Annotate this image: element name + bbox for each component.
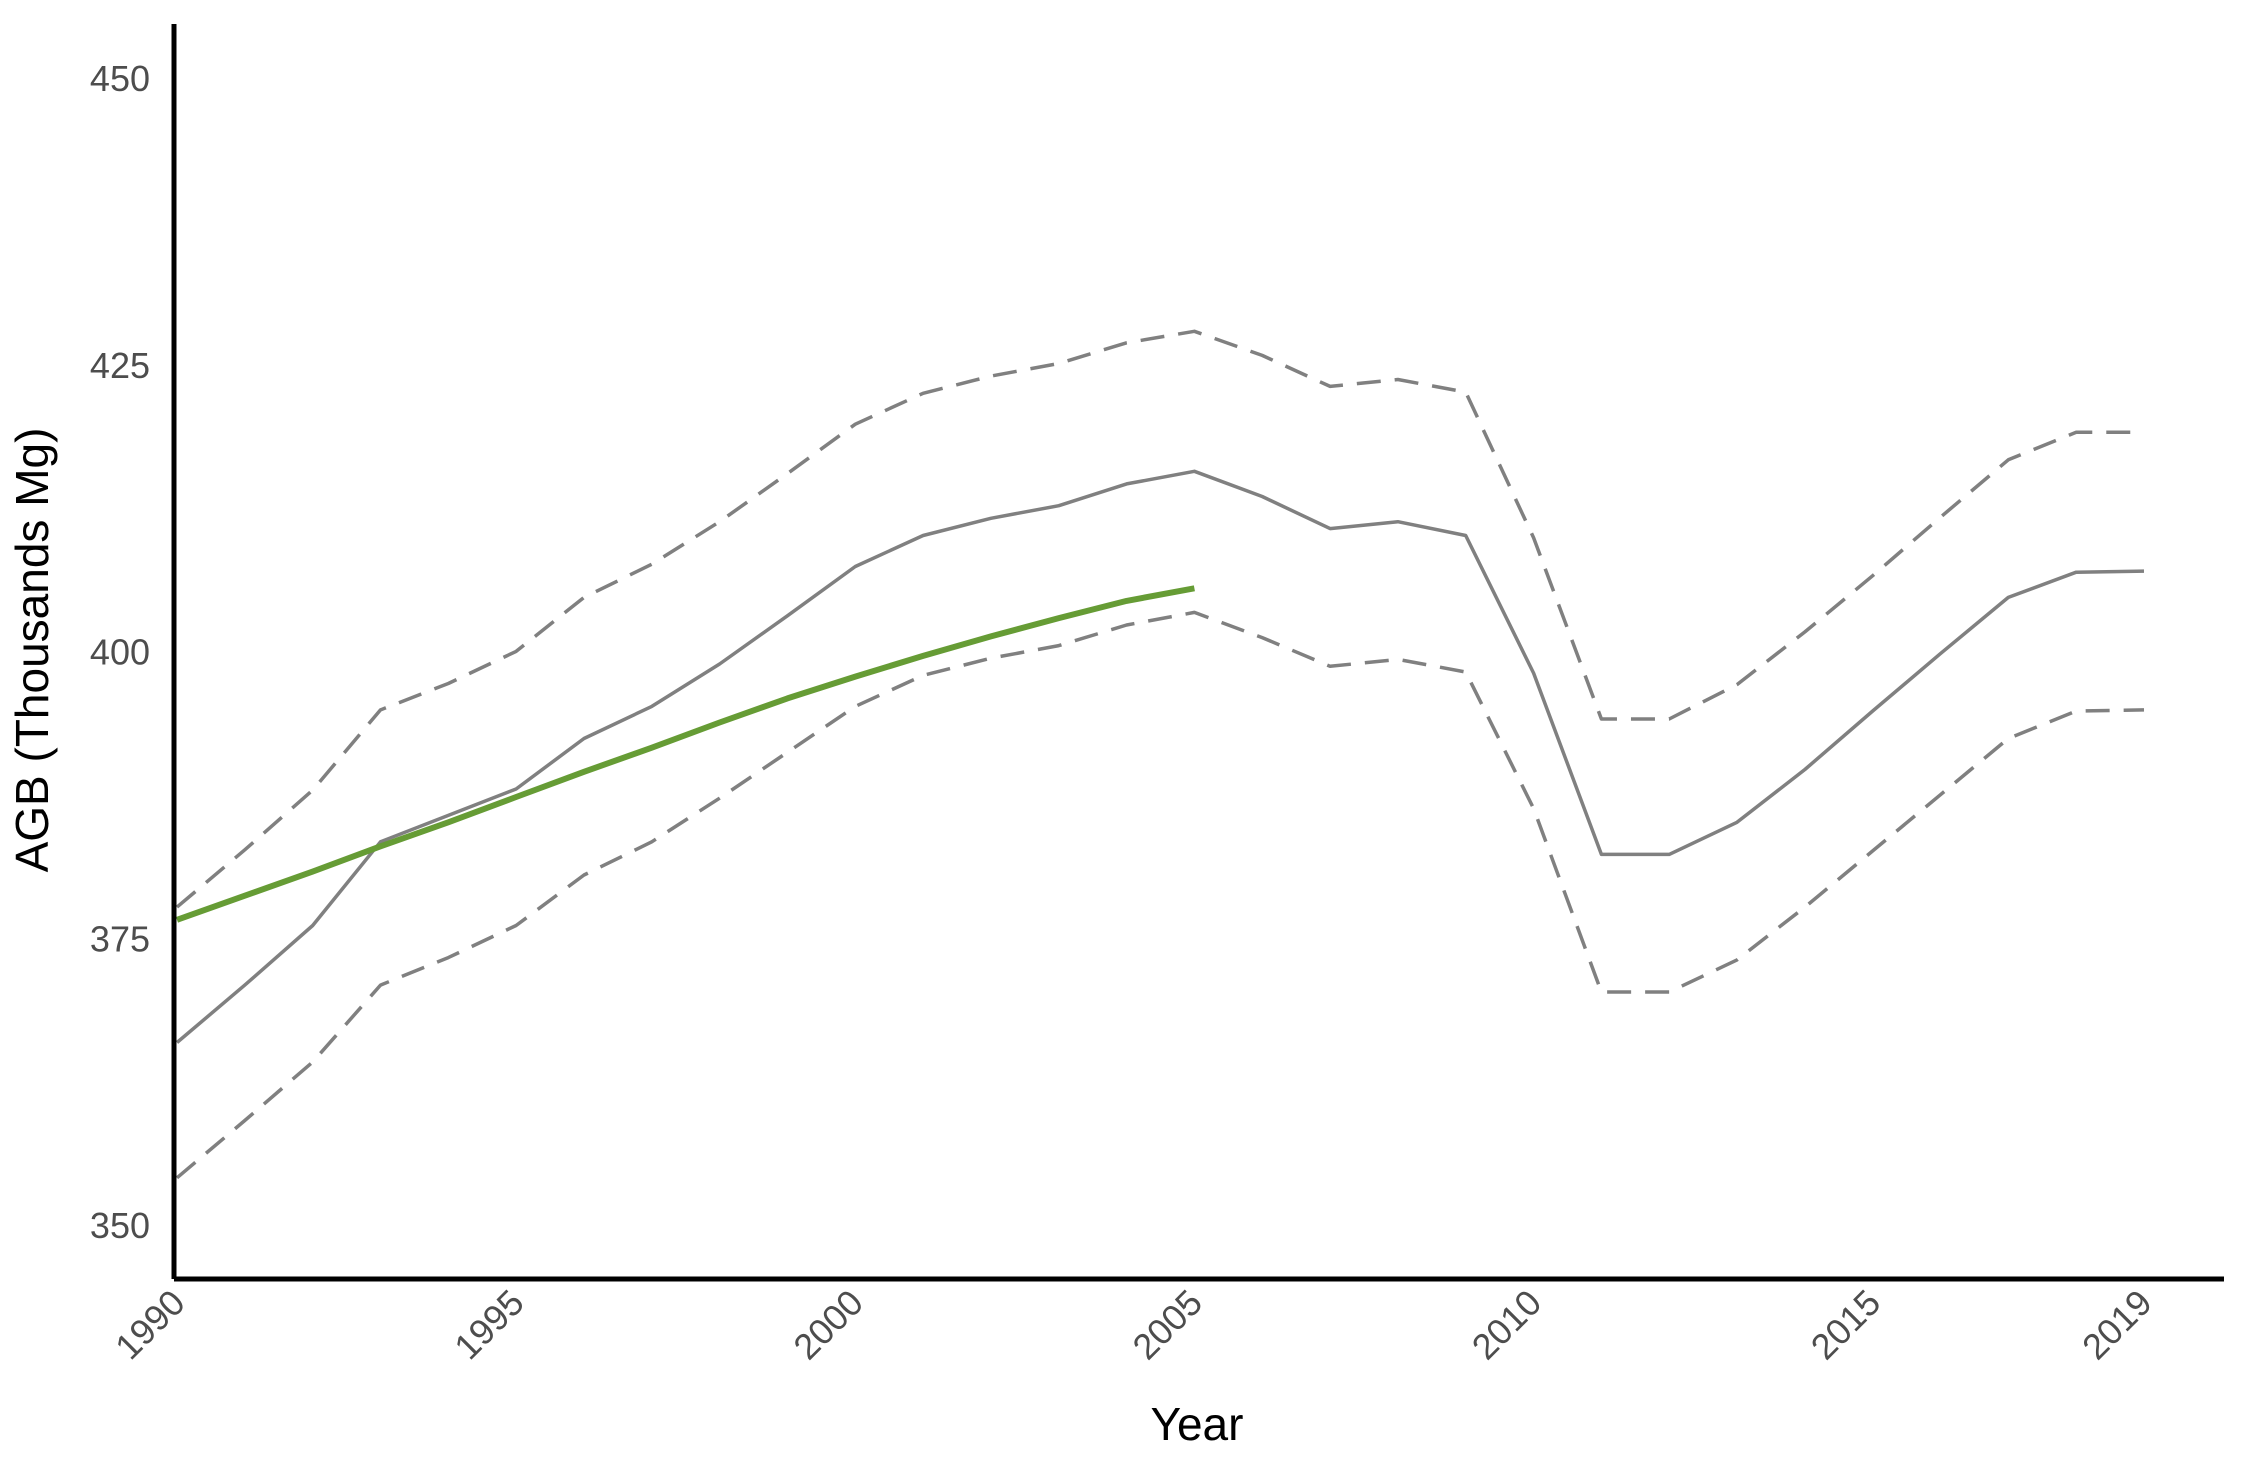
x-tick-label: 1990 bbox=[107, 1282, 193, 1368]
x-tick-label: 2000 bbox=[785, 1282, 871, 1368]
y-tick-label: 425 bbox=[90, 345, 150, 386]
y-tick-label: 375 bbox=[90, 918, 150, 959]
lower-bound-line bbox=[175, 610, 2145, 1180]
upper-bound-line bbox=[175, 329, 2144, 909]
x-axis-title: Year bbox=[1151, 1398, 1244, 1450]
x-tick-label: 1995 bbox=[446, 1282, 532, 1368]
y-tick-label: 450 bbox=[90, 58, 150, 99]
x-tick-label: 2015 bbox=[1803, 1282, 1889, 1368]
fitted-trend-line bbox=[175, 585, 1195, 923]
x-tick-label: 2005 bbox=[1124, 1282, 1210, 1368]
x-tick-label: 2010 bbox=[1464, 1282, 1550, 1368]
estimate-line bbox=[175, 469, 2145, 1044]
y-tick-label: 350 bbox=[90, 1205, 150, 1246]
y-tick-label: 400 bbox=[90, 632, 150, 673]
y-axis-title: AGB (Thousands Mg) bbox=[6, 428, 58, 873]
x-tick-label: 2019 bbox=[2074, 1282, 2160, 1368]
x-tick-labels: 1990 1995 2000 2005 2010 2015 2019 bbox=[107, 1282, 2160, 1368]
y-tick-labels: 350 375 400 425 450 bbox=[90, 58, 150, 1246]
series-layer bbox=[175, 329, 2145, 1180]
